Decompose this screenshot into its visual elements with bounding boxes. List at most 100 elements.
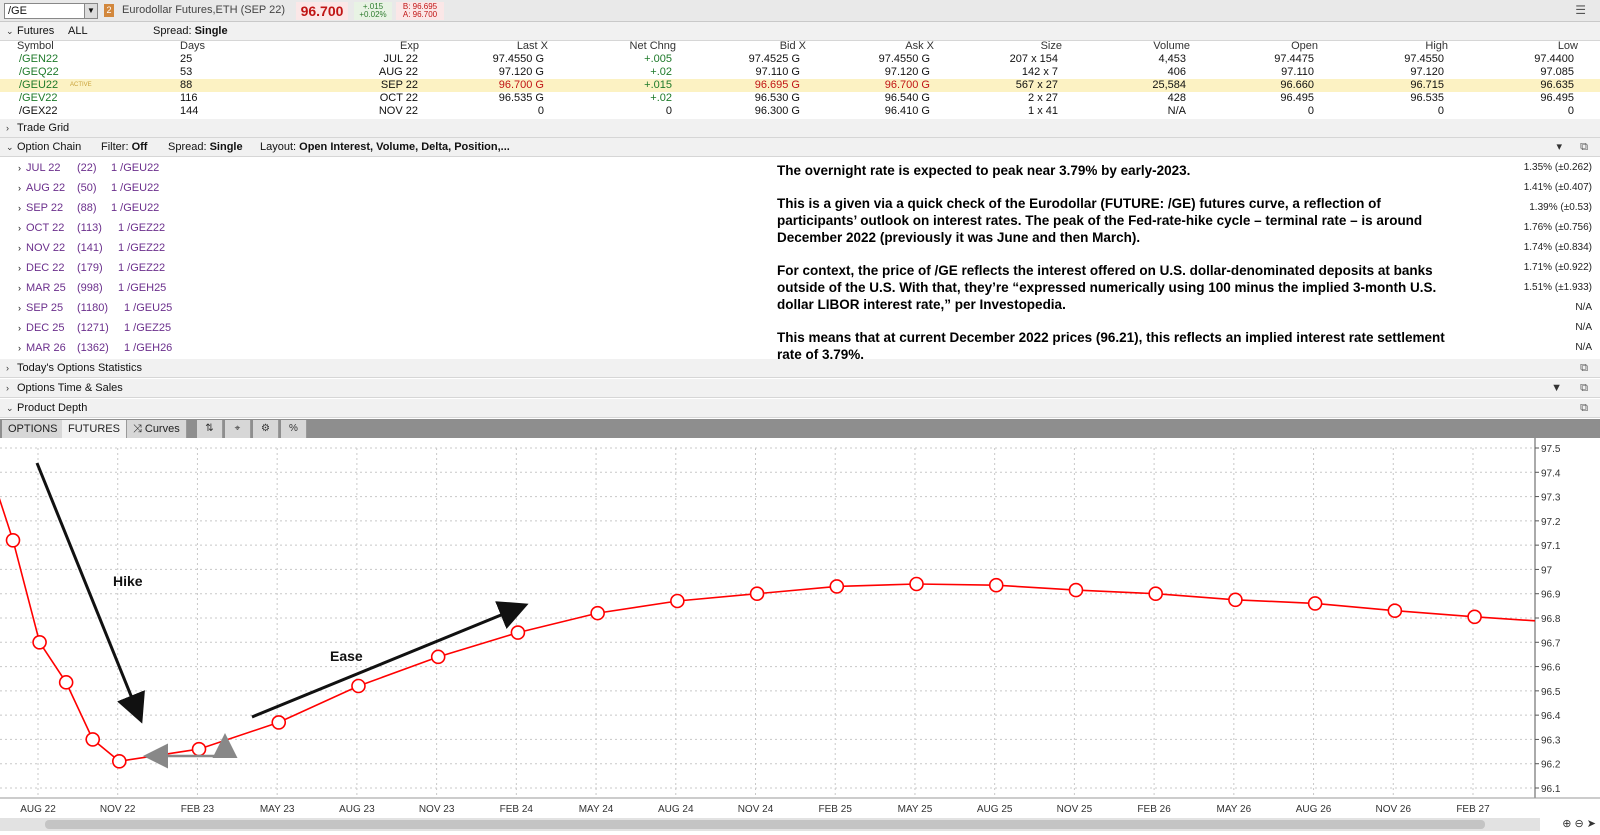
y-tick-label: 97 <box>1541 565 1553 576</box>
row-net: +.02 <box>650 92 672 104</box>
futures-filter-select[interactable]: ALL <box>68 25 88 37</box>
col-ask[interactable]: Ask X <box>905 40 934 52</box>
product-depth-header[interactable]: ⌄ Product Depth ⧉ <box>0 399 1600 418</box>
tab-futures[interactable]: FUTURES <box>62 420 127 438</box>
row-symbol[interactable]: /GEV22 <box>19 92 58 104</box>
filter-icon[interactable]: ▼ <box>1551 382 1562 394</box>
table-row[interactable]: /GEQ22 53 AUG 22 97.120 G +.02 97.110 G … <box>0 66 1600 79</box>
chevron-down-icon[interactable]: ▼ <box>84 4 97 18</box>
cursor-icon[interactable]: ➤ <box>1586 818 1596 830</box>
link-group-badge[interactable]: 2 <box>104 4 114 17</box>
table-row[interactable]: /GEX22 144 NOV 22 0 0 96.300 G 96.410 G … <box>0 105 1600 118</box>
chevron-right-icon[interactable]: › <box>6 123 9 133</box>
row-bid[interactable]: 96.530 G <box>754 92 800 104</box>
todays-stats-header[interactable]: › Today's Options Statistics ⧉ <box>0 359 1600 378</box>
chevron-right-icon[interactable]: › <box>18 183 21 193</box>
trade-grid-label: Trade Grid <box>17 122 70 134</box>
chevron-right-icon[interactable]: › <box>6 383 9 393</box>
list-item[interactable]: › OCT 22 (113) 1 /GEZ22 1.76% (±0.756) <box>10 218 1600 238</box>
option-layout-select[interactable]: Layout: Open Interest, Volume, Delta, Po… <box>260 138 510 157</box>
settings-icon[interactable]: ⚙ <box>253 420 279 438</box>
scrollbar-thumb[interactable] <box>45 820 1485 829</box>
row-symbol[interactable]: /GEN22 <box>19 53 59 65</box>
chevron-down-icon[interactable]: ⌄ <box>6 26 14 36</box>
chevron-right-icon[interactable]: › <box>18 163 21 173</box>
zoom-in-icon[interactable]: ⊕ <box>1562 818 1572 830</box>
row-symbol[interactable]: /GEX22 <box>19 105 58 117</box>
drawing-tool-icon[interactable]: ⌖ <box>225 420 251 438</box>
chevron-right-icon[interactable]: › <box>18 323 21 333</box>
list-item[interactable]: › DEC 22 (179) 1 /GEZ22 1.71% (±0.922) <box>10 258 1600 278</box>
chevron-down-icon[interactable]: ⌄ <box>6 403 14 413</box>
tab-options[interactable]: OPTIONS <box>2 420 65 438</box>
list-item[interactable]: › MAR 26 (1362) 1 /GEH26 N/A <box>10 338 1600 358</box>
expiry-root: 1 /GEZ25 <box>124 322 172 334</box>
y-tick-label: 96.8 <box>1541 614 1561 625</box>
note-paragraph: This means that at current December 2022… <box>777 330 1445 362</box>
row-ask[interactable]: 97.120 G <box>884 66 930 78</box>
row-bid[interactable]: 97.110 G <box>755 66 800 78</box>
col-size[interactable]: Size <box>1040 40 1062 52</box>
time-sales-header[interactable]: › Options Time & Sales ▼ ⧉ <box>0 379 1600 398</box>
table-row[interactable]: /GEV22 116 OCT 22 96.535 G +.02 96.530 G… <box>0 92 1600 105</box>
x-tick-label: FEB 25 <box>819 804 853 815</box>
chevron-right-icon[interactable]: › <box>18 303 21 313</box>
table-row-active[interactable]: /GEU22 ACTIVE 88 SEP 22 96.700 G +.015 9… <box>0 79 1600 92</box>
option-filter-select[interactable]: Filter: Off <box>101 138 147 157</box>
list-item[interactable]: › SEP 25 (1180) 1 /GEU25 N/A <box>10 298 1600 318</box>
chevron-right-icon[interactable]: › <box>18 223 21 233</box>
row-symbol[interactable]: /GEU22 <box>19 79 59 91</box>
col-exp[interactable]: Exp <box>400 40 419 52</box>
y-tick-label: 97.4 <box>1541 468 1561 479</box>
chart-scrollbar[interactable] <box>0 818 1540 831</box>
row-bid[interactable]: 96.300 G <box>754 105 800 117</box>
futures-spread-select[interactable]: Spread: Single <box>153 22 228 41</box>
popout-icon[interactable]: ⧉ <box>1580 402 1588 414</box>
col-volume[interactable]: Volume <box>1153 40 1190 52</box>
trade-grid-header[interactable]: › Trade Grid <box>0 119 1600 138</box>
sort-icon[interactable]: ⇅ <box>197 420 223 438</box>
col-days[interactable]: Days <box>180 40 206 52</box>
chevron-right-icon[interactable]: › <box>18 283 21 293</box>
zoom-out-icon[interactable]: ⊖ <box>1574 818 1584 830</box>
row-ask[interactable]: 96.700 G <box>884 79 930 91</box>
table-row[interactable]: /GEN22 25 JUL 22 97.4550 G +.005 97.4525… <box>0 53 1600 66</box>
list-item[interactable]: › AUG 22 (50) 1 /GEU22 1.41% (±0.407) <box>10 178 1600 198</box>
chevron-right-icon[interactable]: › <box>18 243 21 253</box>
row-ask[interactable]: 97.4550 G <box>878 53 930 65</box>
option-spread-select[interactable]: Spread: Single <box>168 138 243 157</box>
data-point <box>430 649 446 665</box>
row-bid[interactable]: 96.695 G <box>754 79 800 91</box>
filter-value: Off <box>131 141 148 153</box>
tab-curves[interactable]: ⤨ Curves <box>127 420 187 438</box>
chevron-right-icon[interactable]: › <box>18 343 21 353</box>
option-chain-header[interactable]: ⌄ Option Chain Filter: Off Spread: Singl… <box>0 138 1600 157</box>
chevron-right-icon[interactable]: › <box>18 263 21 273</box>
data-point <box>111 753 127 769</box>
col-high[interactable]: High <box>1425 40 1448 52</box>
col-symbol[interactable]: Symbol <box>17 40 54 52</box>
data-point <box>670 593 685 609</box>
popout-icon[interactable]: ⧉ <box>1580 382 1588 394</box>
percent-toggle[interactable]: % <box>281 420 307 438</box>
row-ask[interactable]: 96.410 G <box>884 105 930 117</box>
col-open[interactable]: Open <box>1291 40 1318 52</box>
popout-icon[interactable]: ⧉ <box>1580 141 1588 153</box>
data-point <box>829 579 845 594</box>
row-ask[interactable]: 96.540 G <box>884 92 930 104</box>
symbol-input[interactable]: /GE ▼ <box>4 3 98 19</box>
futures-section-header[interactable]: ⌄ Futures ALL Spread: Single <box>0 22 1600 41</box>
col-bid[interactable]: Bid X <box>779 40 806 52</box>
hamburger-menu-icon[interactable]: ☰ <box>1575 3 1586 17</box>
col-net-chng[interactable]: Net Chng <box>629 40 676 52</box>
popout-icon[interactable]: ⧉ <box>1580 362 1588 374</box>
row-bid[interactable]: 97.4525 G <box>748 53 800 65</box>
chevron-right-icon[interactable]: › <box>6 363 9 373</box>
chevron-down-icon[interactable]: ▾ <box>1556 141 1562 153</box>
col-last[interactable]: Last X <box>516 40 548 52</box>
col-low[interactable]: Low <box>1557 40 1578 52</box>
chevron-down-icon[interactable]: ⌄ <box>6 142 14 152</box>
x-tick-label: NOV 23 <box>419 804 455 815</box>
row-symbol[interactable]: /GEQ22 <box>19 66 59 78</box>
chevron-right-icon[interactable]: › <box>18 203 21 213</box>
